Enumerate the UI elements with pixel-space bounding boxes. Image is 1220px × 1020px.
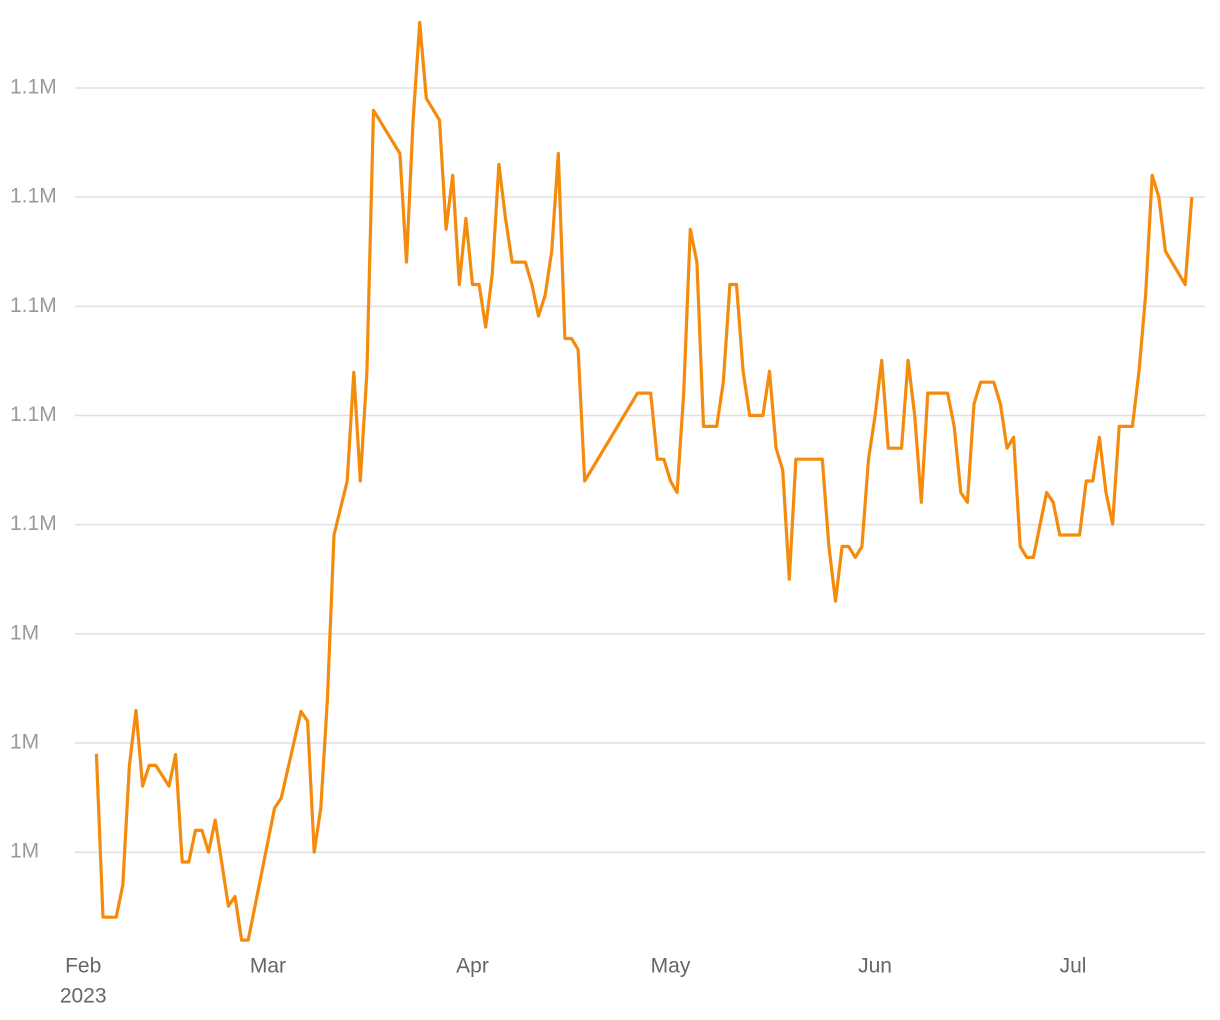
y-tick-label: 1M <box>10 731 39 754</box>
y-tick-label: 1.1M <box>10 76 57 99</box>
x-tick-label: Mar <box>250 955 286 978</box>
y-tick-label: 1.1M <box>10 403 57 426</box>
y-tick-label: 1.1M <box>10 294 57 317</box>
x-tick-label: May <box>651 955 691 978</box>
y-tick-label: 1.1M <box>10 185 57 208</box>
x-year-label: 2023 <box>60 985 107 1008</box>
x-tick-label: Jul <box>1060 955 1087 978</box>
x-tick-label: Feb <box>65 955 101 978</box>
y-tick-label: 1.1M <box>10 512 57 535</box>
line <box>94 20 1194 942</box>
y-tick-label: 1M <box>10 840 39 863</box>
x-tick-label: Apr <box>456 955 489 978</box>
y-tick-label: 1M <box>10 621 39 644</box>
x-tick-label: Jun <box>858 955 892 978</box>
